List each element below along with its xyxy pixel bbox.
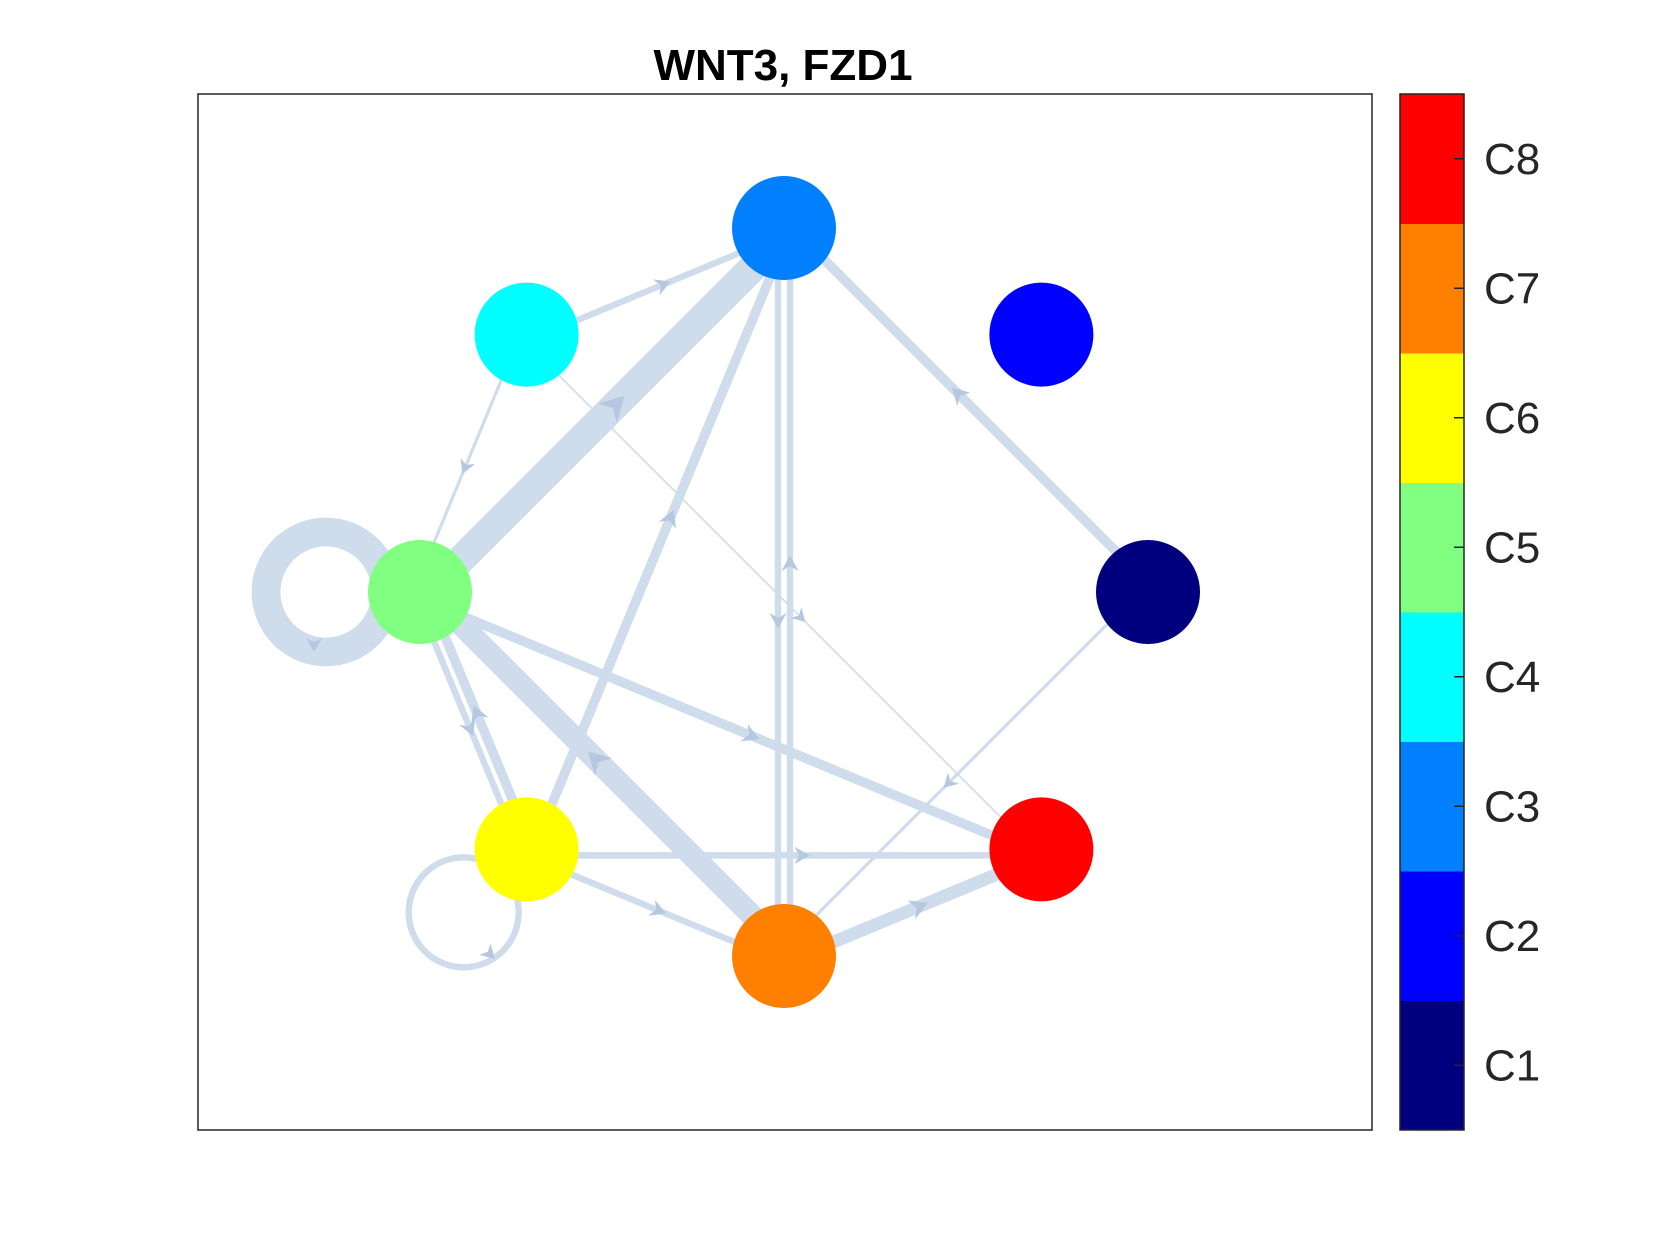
node-C7 — [732, 904, 836, 1008]
edge-arrow-C4-C8 — [790, 607, 806, 622]
colorbar-segment-C3 — [1400, 741, 1464, 872]
colorbar-frame — [1399, 93, 1465, 1131]
edge-arrow-C3-C7 — [769, 613, 787, 629]
colorbar-segment-C2 — [1400, 871, 1464, 1001]
colorbar-segment-C8 — [1400, 94, 1464, 224]
edge-arrow-C7-C5 — [588, 751, 613, 776]
edge-arrow-C4-C3 — [652, 279, 671, 296]
edge-arrow-C6-C6 — [479, 943, 495, 959]
colorbar-segment-C7 — [1400, 223, 1464, 354]
colorbar-segment-C6 — [1400, 353, 1464, 483]
node-C3 — [732, 176, 836, 280]
edge-arrow-C5-C3 — [597, 396, 625, 423]
colorbar-segment-C1 — [1400, 1000, 1464, 1131]
chart-title: WNT3, FZD1 — [653, 41, 912, 90]
colorbar-label-C7: C7 — [1484, 264, 1540, 313]
node-C1 — [1096, 540, 1200, 644]
node-layer — [368, 176, 1200, 1008]
edge-arrow-C7-C8 — [907, 900, 928, 920]
colorbar-label-C5: C5 — [1484, 523, 1540, 572]
edge-C4-C8 — [521, 338, 1038, 855]
colorbar-label-C4: C4 — [1484, 653, 1540, 702]
edge-arrow-C6-C3 — [658, 509, 676, 529]
node-C4 — [474, 282, 579, 387]
colorbar-label-C1: C1 — [1484, 1041, 1540, 1090]
edge-arrow-C4-C5 — [460, 457, 476, 474]
edge-arrow-C5-C6 — [459, 718, 476, 736]
node-C2 — [989, 282, 1094, 387]
colorbar-label-C2: C2 — [1484, 912, 1540, 961]
edge-C7-C5 — [413, 576, 800, 963]
edge-arrow-C7-C3 — [781, 555, 799, 571]
edge-C1-C3 — [783, 218, 1158, 593]
edge-C6-C6 — [405, 854, 522, 971]
edge-C5-C3 — [409, 217, 803, 611]
edge-arrow-C1-C3 — [952, 387, 971, 406]
colorbar-segment-C4 — [1400, 612, 1464, 742]
colorbar-label-C3: C3 — [1484, 782, 1540, 831]
edge-C5-C8 — [412, 592, 1044, 860]
edge-arrow-C5-C5 — [306, 638, 322, 652]
node-C5 — [368, 540, 472, 644]
edge-arrow-C5-C8 — [740, 724, 760, 742]
colorbar-segment-C5 — [1400, 482, 1464, 613]
edge-arrow-C6-C5 — [471, 705, 489, 725]
colorbar-label-C8: C8 — [1484, 135, 1540, 184]
colorbar: C1 C2 C3 C4 C5 C6 C7 C8 — [1399, 93, 1540, 1131]
node-C6 — [474, 797, 579, 902]
edge-arrow-C6-C8 — [794, 846, 810, 865]
edge-arrow-C1-C7 — [943, 772, 960, 788]
colorbar-label-C6: C6 — [1484, 394, 1540, 443]
edge-arrow-C6-C7 — [648, 899, 666, 916]
edge-C1-C7 — [778, 586, 1146, 954]
node-C8 — [989, 797, 1094, 902]
